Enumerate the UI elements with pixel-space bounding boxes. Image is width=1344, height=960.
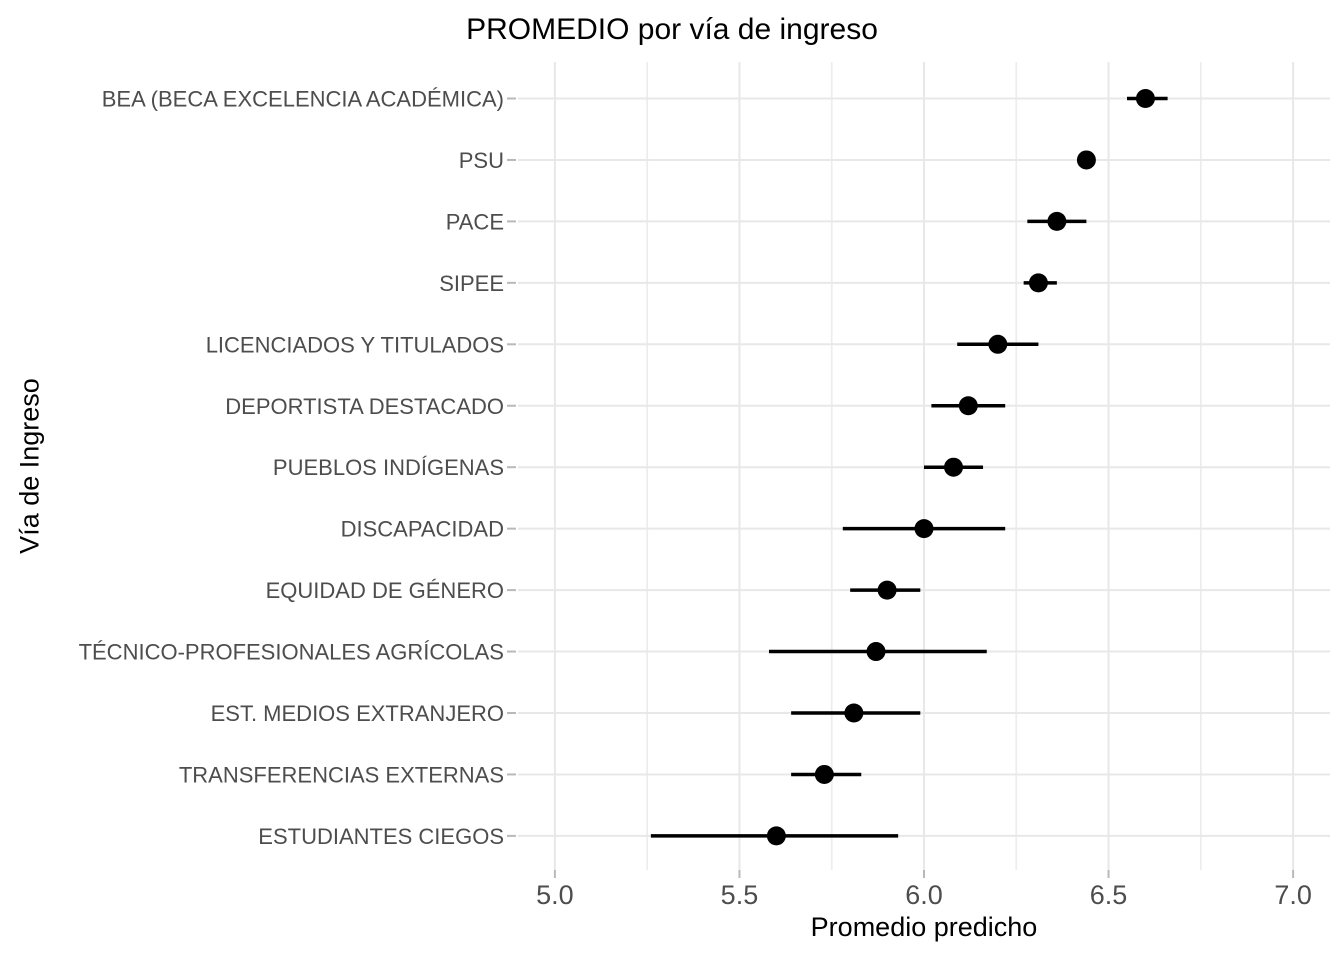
x-axis-tick-label: 5.5 [721, 880, 759, 910]
x-axis-tick-label: 6.0 [905, 880, 943, 910]
x-axis-tick-label: 7.0 [1274, 880, 1312, 910]
y-axis-tick-label: PSU [459, 148, 504, 173]
y-axis-tick-label: DISCAPACIDAD [341, 517, 504, 542]
x-axis-title: Promedio predicho [810, 912, 1038, 942]
y-axis-tick-label: ESTUDIANTES CIEGOS [258, 824, 504, 849]
data-point [1076, 150, 1096, 170]
data-point [944, 457, 964, 477]
data-point [914, 519, 934, 539]
y-axis-tick-label: BEA (BECA EXCELENCIA ACADÉMICA) [102, 87, 504, 112]
x-axis-tick-label: 6.5 [1090, 880, 1128, 910]
y-axis-tick-label: TÉCNICO-PROFESIONALES AGRÍCOLAS [79, 640, 504, 665]
x-axis-tick-label: 5.0 [536, 880, 574, 910]
data-point [958, 396, 978, 416]
y-axis-tick-label: LICENCIADOS Y TITULADOS [206, 332, 504, 357]
y-axis-tick-label: EQUIDAD DE GÉNERO [266, 578, 504, 603]
y-axis-tick-label: PUEBLOS INDÍGENAS [273, 455, 504, 480]
data-point [1135, 89, 1155, 108]
y-axis-tick-label: SIPEE [439, 271, 504, 296]
chart-title: PROMEDIO por vía de ingreso [466, 13, 878, 46]
data-point [844, 703, 864, 723]
data-point [988, 334, 1008, 354]
y-axis-tick-label: TRANSFERENCIAS EXTERNAS [179, 762, 504, 787]
data-point [766, 826, 786, 846]
y-axis-tick-label: EST. MEDIOS EXTRANJERO [211, 701, 504, 726]
data-point [1047, 211, 1067, 231]
y-axis-tick-label: PACE [446, 209, 504, 234]
data-point [814, 764, 834, 784]
y-axis-tick-label: DEPORTISTA DESTACADO [225, 394, 504, 419]
data-point [877, 580, 897, 600]
data-point [866, 642, 886, 662]
data-point [1028, 273, 1048, 293]
